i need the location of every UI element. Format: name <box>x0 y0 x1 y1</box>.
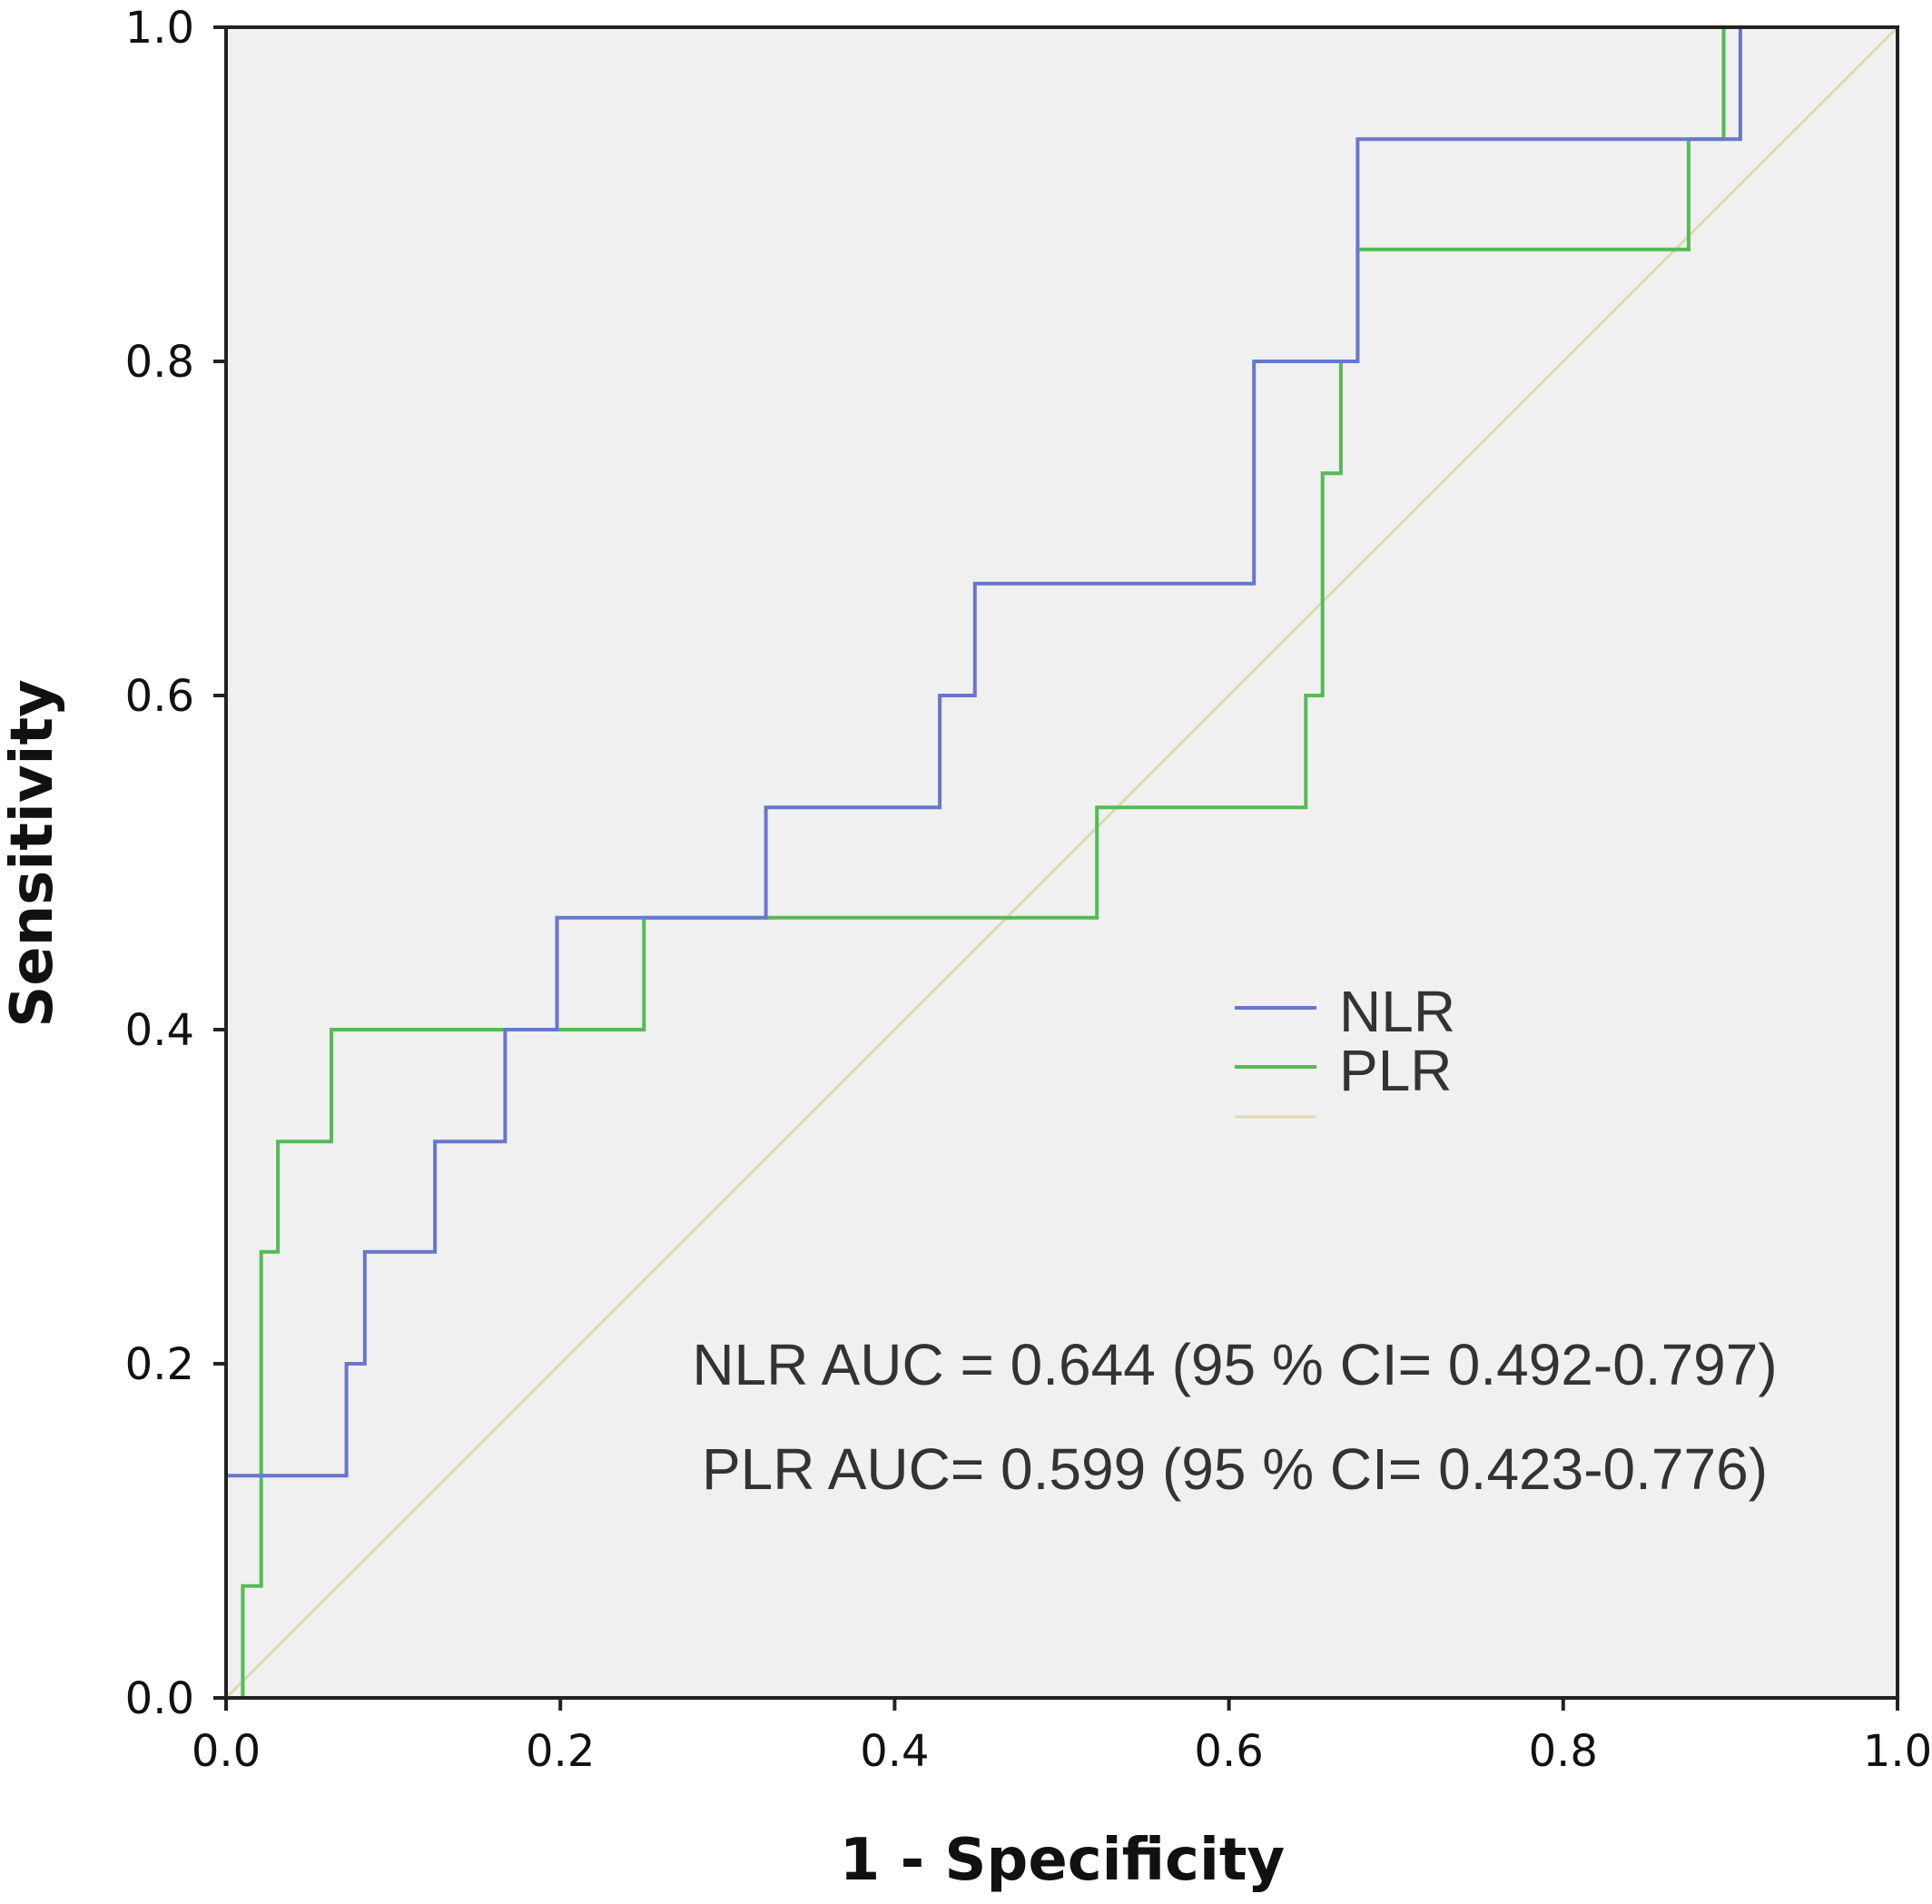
y-tick-label: 0.0 <box>125 1673 194 1724</box>
y-axis-title: Sensitivity <box>0 679 66 1028</box>
plot-frame <box>224 25 1899 1700</box>
axis-ticks: 0.0 0.2 0.4 0.6 0.8 1.0 0.0 0.2 0.4 0.6 0.8 1.0 <box>125 3 1932 1777</box>
x-axis-title: 1 - Specificity <box>840 1827 1285 1894</box>
reference-line <box>224 25 1899 1700</box>
legend: NLR PLR <box>1235 979 1455 1119</box>
y-tick-label: 0.6 <box>125 671 194 722</box>
legend-label-nlr: NLR <box>1339 979 1455 1044</box>
x-tick-label: 0.4 <box>860 1726 929 1777</box>
series-nlr-line <box>226 25 1898 1478</box>
x-tick-label: 1.0 <box>1863 1726 1932 1777</box>
y-tick-label: 0.4 <box>125 1005 194 1056</box>
legend-label-plr: PLR <box>1339 1038 1453 1103</box>
series-layer <box>224 25 1899 1700</box>
x-tick-label: 0.8 <box>1529 1726 1598 1777</box>
x-tick-label: 0.6 <box>1194 1726 1263 1777</box>
annotation-plr-auc: PLR AUC= 0.599 (95 % CI= 0.423-0.776) <box>702 1436 1768 1502</box>
y-tick-label: 0.8 <box>125 337 194 388</box>
y-tick-label: 0.2 <box>125 1339 194 1390</box>
series-plr-line <box>241 25 1898 1698</box>
x-tick-label: 0.0 <box>192 1726 261 1777</box>
annotation-nlr-auc: NLR AUC = 0.644 (95 % CI= 0.492-0.797) <box>692 1332 1777 1397</box>
x-tick-label: 0.2 <box>526 1726 595 1777</box>
y-tick-label: 1.0 <box>125 3 194 54</box>
